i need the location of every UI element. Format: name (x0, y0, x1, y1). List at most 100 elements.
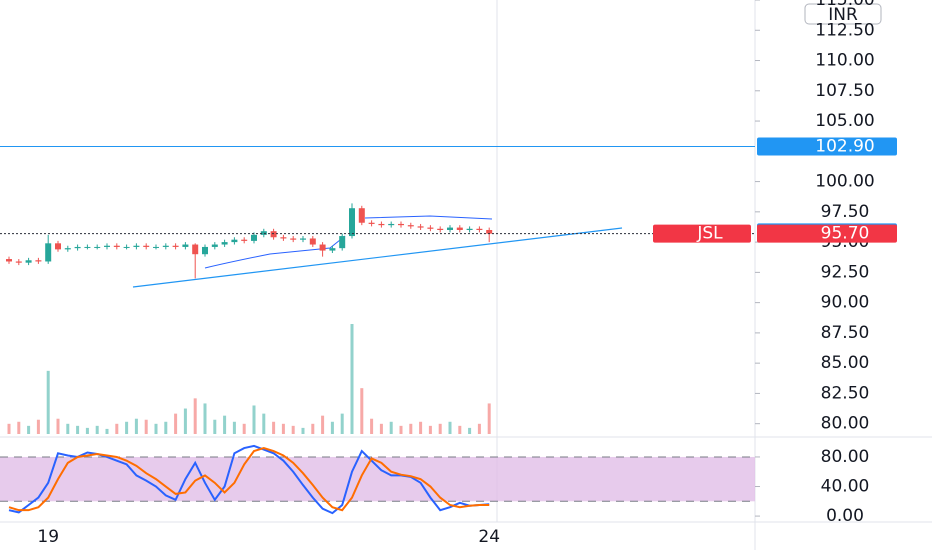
candle-body (329, 248, 336, 251)
candle-body (113, 245, 120, 247)
candle-body (466, 228, 473, 230)
symbol-label: JSL (696, 224, 723, 244)
stochastic-line (8, 447, 490, 512)
volume-bar (7, 423, 11, 434)
band-fill (0, 456, 755, 502)
y-tick-label: 115.00 (815, 0, 874, 10)
volume-bar (448, 421, 452, 434)
candle-body (319, 244, 326, 251)
volume-bar (458, 425, 462, 434)
candle-body (6, 259, 12, 262)
volume-bar (125, 421, 129, 434)
candle-body (368, 222, 375, 224)
candle-body (55, 243, 61, 250)
y-tick-label: 112.50 (815, 20, 874, 40)
volume-bar (36, 419, 40, 434)
candle-body (74, 246, 81, 249)
volume-bar (262, 413, 266, 434)
symbol-label-box (653, 224, 751, 243)
candle-body (251, 234, 257, 241)
price-label: 102.90 (815, 136, 874, 156)
volume-bar (56, 418, 60, 434)
price-label-box (757, 137, 897, 156)
candle-body (123, 246, 130, 248)
volume-bar (340, 413, 344, 434)
candle-body (104, 245, 110, 247)
volume-bar (85, 427, 89, 434)
volume-bar (252, 405, 256, 434)
volume-bar (115, 423, 119, 434)
y-tick-label: 100.00 (815, 172, 874, 192)
volume-bar (105, 428, 109, 434)
candle-body (300, 238, 306, 240)
candle-body (153, 246, 159, 248)
candle-body (64, 248, 71, 250)
volume-bar (242, 423, 246, 434)
candle-body (221, 242, 228, 245)
candle-body (358, 208, 365, 223)
trend-line[interactable] (132, 227, 623, 288)
volume-bar (76, 425, 80, 434)
candle-body (182, 244, 189, 247)
y-tick-label: 80.00 (821, 447, 870, 467)
candle-body (211, 244, 218, 247)
y-tick-label: 97.50 (821, 202, 870, 222)
candle-body (437, 228, 444, 230)
volume-bar (154, 423, 158, 434)
x-tick-label: 19 (37, 527, 59, 547)
y-tick-label: 80.00 (821, 414, 870, 434)
candle-body (231, 239, 238, 243)
candle-body (84, 246, 91, 248)
stochastic-pane (0, 444, 755, 515)
candle-body (447, 227, 453, 230)
y-tick-label: 85.00 (821, 353, 870, 373)
volume-bar (144, 419, 148, 434)
currency-label[interactable]: INR (828, 5, 858, 25)
volume-bar (379, 423, 383, 434)
candle-body (407, 225, 414, 227)
candle-body (241, 239, 248, 241)
y-tick-label: 40.00 (821, 477, 870, 497)
y-tick-label: 87.50 (821, 323, 870, 343)
volume-bar (134, 418, 138, 434)
volume-bar (438, 423, 442, 434)
y-tick-label: 0.00 (826, 506, 864, 526)
volume-bar (164, 421, 168, 434)
volume-bar (428, 425, 432, 434)
volume-bar (232, 421, 236, 434)
candle-body (162, 245, 169, 247)
volume-bar (389, 421, 393, 434)
y-tick-label: 92.50 (821, 262, 870, 282)
candle-body (427, 227, 434, 229)
candle-body (456, 227, 463, 230)
volume-bar (399, 425, 403, 434)
volume-bar (360, 388, 364, 434)
volume-bar (487, 403, 491, 434)
candle-body (339, 236, 346, 249)
volume-bar (183, 408, 187, 434)
volume-bar (174, 413, 178, 434)
candle-body (270, 231, 277, 238)
candle-body (476, 228, 483, 230)
volume-bar (370, 418, 374, 434)
indicator-curve (204, 215, 493, 269)
candle-body (280, 237, 287, 239)
candle-body (35, 260, 42, 262)
candle-body (133, 245, 140, 247)
volume-layer (7, 324, 491, 434)
y-tick-label: 105.00 (815, 111, 874, 131)
candle-body (202, 246, 208, 255)
price-pane (0, 145, 755, 288)
candle-body (143, 245, 150, 247)
volume-bar (193, 398, 197, 434)
candle-body (398, 223, 404, 226)
volume-bar (213, 419, 217, 434)
candle-body (260, 231, 267, 235)
volume-bar (350, 324, 354, 434)
candle-body (192, 244, 199, 255)
currency-box[interactable] (804, 3, 882, 25)
candle-body (15, 261, 22, 263)
candle-body (417, 226, 424, 228)
volume-bar (409, 423, 413, 434)
candle-body (309, 238, 316, 245)
